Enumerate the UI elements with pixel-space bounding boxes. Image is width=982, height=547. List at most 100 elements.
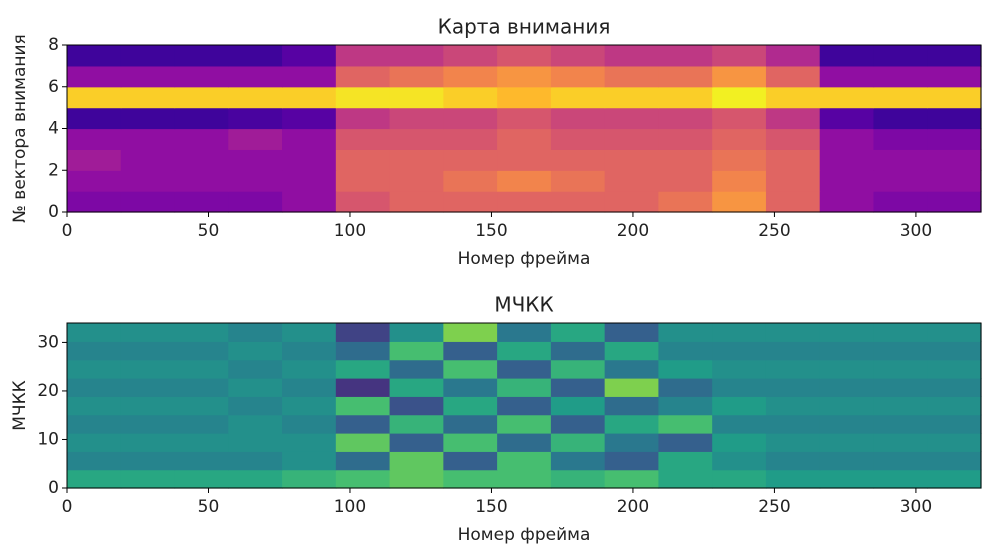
y-axis-label: МЧКК bbox=[10, 380, 30, 430]
heatmap-cell bbox=[766, 170, 820, 191]
heatmap-cell bbox=[820, 66, 874, 87]
heatmap-cell bbox=[175, 341, 229, 360]
heatmap-cell bbox=[121, 396, 175, 415]
heatmap-cell bbox=[712, 149, 766, 170]
x-tick-label: 50 bbox=[198, 497, 220, 517]
heatmap-cell bbox=[390, 433, 444, 452]
heatmap-cell bbox=[820, 341, 874, 360]
heatmap-cell bbox=[658, 108, 712, 129]
heatmap-cell bbox=[67, 87, 121, 108]
heatmap-cell bbox=[712, 170, 766, 191]
heatmap-cell bbox=[336, 66, 390, 87]
heatmap-cell bbox=[605, 341, 659, 360]
heatmap-cell bbox=[497, 360, 551, 379]
heatmap-cell bbox=[282, 323, 336, 342]
heatmap-cell bbox=[927, 378, 981, 397]
heatmap-cell bbox=[927, 191, 981, 212]
heatmap-cell bbox=[820, 45, 874, 66]
heatmap-cell bbox=[121, 87, 175, 108]
heatmap-cell bbox=[282, 66, 336, 87]
heatmap-cell bbox=[390, 341, 444, 360]
y-tick-label: 8 bbox=[48, 35, 59, 55]
heatmap-cell bbox=[390, 66, 444, 87]
y-tick-label: 30 bbox=[37, 332, 59, 352]
heatmap-cell bbox=[497, 396, 551, 415]
heatmap-cell bbox=[551, 323, 605, 342]
x-tick-label: 200 bbox=[617, 497, 649, 517]
heatmap-cell bbox=[443, 108, 497, 129]
heatmap-cell bbox=[712, 396, 766, 415]
heatmap-cell bbox=[67, 170, 121, 191]
heatmap-cell bbox=[336, 45, 390, 66]
heatmap-cell bbox=[336, 323, 390, 342]
heatmap-cell bbox=[228, 87, 282, 108]
heatmap-cell bbox=[228, 66, 282, 87]
heatmap-cell bbox=[390, 191, 444, 212]
heatmap-cell bbox=[766, 66, 820, 87]
heatmap-cell bbox=[336, 433, 390, 452]
heatmap-cell bbox=[873, 129, 927, 150]
heatmap-cell bbox=[820, 129, 874, 150]
x-tick-label: 250 bbox=[758, 497, 790, 517]
heatmap-cell bbox=[443, 149, 497, 170]
heatmap-cell bbox=[766, 396, 820, 415]
heatmap-cell bbox=[927, 396, 981, 415]
heatmap-cell bbox=[658, 45, 712, 66]
heatmap-cell bbox=[766, 108, 820, 129]
heatmap-cell bbox=[390, 129, 444, 150]
heatmap-cell bbox=[497, 191, 551, 212]
heatmap-cell bbox=[121, 470, 175, 489]
x-tick-label: 0 bbox=[62, 221, 73, 241]
heatmap-cell bbox=[927, 87, 981, 108]
heatmap-cell bbox=[873, 108, 927, 129]
heatmap-cell bbox=[228, 451, 282, 470]
heatmap-cell bbox=[121, 108, 175, 129]
heatmap-cell bbox=[282, 378, 336, 397]
heatmap-cell bbox=[766, 191, 820, 212]
heatmap-cell bbox=[443, 451, 497, 470]
heatmap-cell bbox=[67, 433, 121, 452]
heatmap-cell bbox=[497, 45, 551, 66]
heatmap-cell bbox=[820, 323, 874, 342]
heatmap-cell bbox=[228, 341, 282, 360]
y-tick-label: 10 bbox=[37, 429, 59, 449]
heatmap-cell bbox=[873, 470, 927, 489]
heatmap-cell bbox=[658, 191, 712, 212]
x-tick-label: 100 bbox=[334, 497, 366, 517]
heatmap-cell bbox=[282, 170, 336, 191]
heatmap-cell bbox=[228, 108, 282, 129]
heatmap-cell bbox=[551, 149, 605, 170]
heatmap-cell bbox=[820, 191, 874, 212]
heatmap-cell bbox=[605, 45, 659, 66]
x-tick-label: 50 bbox=[198, 221, 220, 241]
heatmap-cell bbox=[175, 433, 229, 452]
heatmap-cell bbox=[390, 470, 444, 489]
y-tick-label: 2 bbox=[48, 160, 59, 180]
heatmap-cell bbox=[175, 415, 229, 434]
heatmap-cell bbox=[282, 149, 336, 170]
heatmap-cell bbox=[712, 129, 766, 150]
heatmap-cell bbox=[712, 323, 766, 342]
heatmap-cell bbox=[497, 451, 551, 470]
heatmap-cell bbox=[121, 433, 175, 452]
heatmap-cell bbox=[67, 378, 121, 397]
heatmap-cell bbox=[820, 396, 874, 415]
heatmap-cell bbox=[443, 378, 497, 397]
heatmap-cell bbox=[443, 360, 497, 379]
heatmap-cell bbox=[820, 433, 874, 452]
heatmap-cell bbox=[336, 341, 390, 360]
heatmap-cell bbox=[551, 360, 605, 379]
heatmap-cell bbox=[766, 341, 820, 360]
heatmap-cell bbox=[228, 378, 282, 397]
heatmap-cell bbox=[927, 129, 981, 150]
heatmap-cell bbox=[551, 108, 605, 129]
heatmap-cell bbox=[228, 45, 282, 66]
y-tick-label: 0 bbox=[48, 202, 59, 222]
heatmap-cell bbox=[658, 396, 712, 415]
heatmap-cell bbox=[497, 66, 551, 87]
heatmap-cell bbox=[658, 433, 712, 452]
heatmap-cell bbox=[605, 378, 659, 397]
heatmap-cell bbox=[121, 323, 175, 342]
heatmap-cell bbox=[766, 378, 820, 397]
heatmap-cell bbox=[336, 396, 390, 415]
